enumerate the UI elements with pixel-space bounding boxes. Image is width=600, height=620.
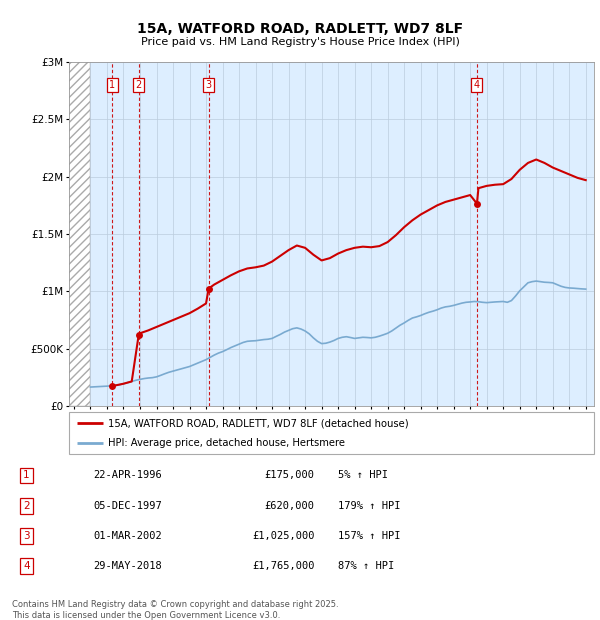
Text: 5% ↑ HPI: 5% ↑ HPI [338,471,388,480]
Text: 4: 4 [23,561,30,571]
Text: HPI: Average price, detached house, Hertsmere: HPI: Average price, detached house, Hert… [109,438,346,448]
Text: £1,765,000: £1,765,000 [252,561,314,571]
Text: 179% ↑ HPI: 179% ↑ HPI [338,500,400,511]
Text: £1,025,000: £1,025,000 [252,531,314,541]
Bar [69,62,91,406]
Text: 3: 3 [206,80,212,90]
Text: 4: 4 [474,80,480,90]
Text: 157% ↑ HPI: 157% ↑ HPI [338,531,400,541]
Text: 2: 2 [23,500,30,511]
Text: Price paid vs. HM Land Registry's House Price Index (HPI): Price paid vs. HM Land Registry's House … [140,37,460,47]
Text: 15A, WATFORD ROAD, RADLETT, WD7 8LF (detached house): 15A, WATFORD ROAD, RADLETT, WD7 8LF (det… [109,418,409,428]
Text: 22-APR-1996: 22-APR-1996 [94,471,162,480]
Text: Contains HM Land Registry data © Crown copyright and database right 2025.
This d: Contains HM Land Registry data © Crown c… [12,600,338,619]
Text: 1: 1 [23,471,30,480]
Text: £620,000: £620,000 [265,500,314,511]
Bar [69,62,91,406]
Text: 01-MAR-2002: 01-MAR-2002 [94,531,162,541]
Text: 05-DEC-1997: 05-DEC-1997 [94,500,162,511]
Text: 2: 2 [136,80,142,90]
Text: 15A, WATFORD ROAD, RADLETT, WD7 8LF: 15A, WATFORD ROAD, RADLETT, WD7 8LF [137,22,463,36]
Text: £175,000: £175,000 [265,471,314,480]
Text: 87% ↑ HPI: 87% ↑ HPI [338,561,394,571]
Text: 29-MAY-2018: 29-MAY-2018 [94,561,162,571]
Text: 3: 3 [23,531,30,541]
Text: 1: 1 [109,80,115,90]
